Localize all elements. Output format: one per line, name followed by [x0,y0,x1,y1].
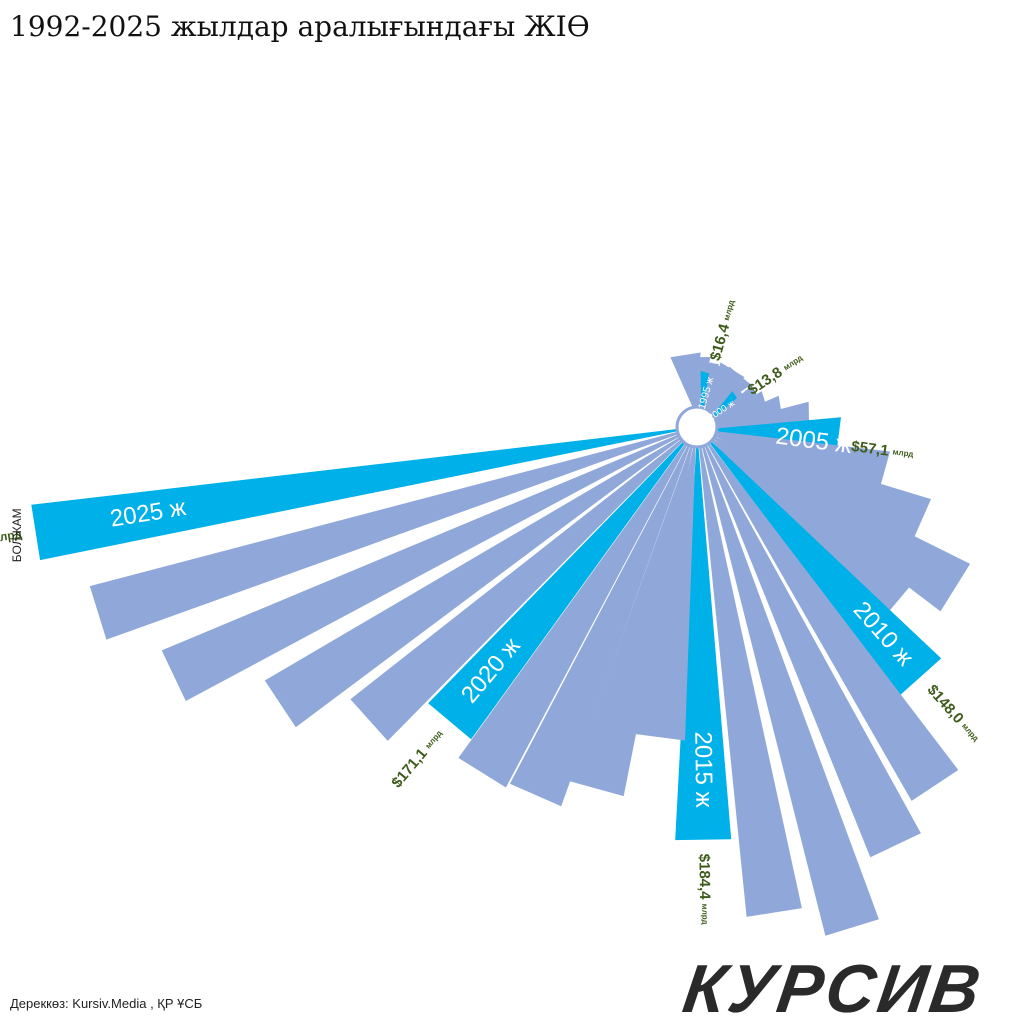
value-text-2000: $13,8 млрд [745,350,806,399]
bar-2010 [709,441,942,696]
chart-hub [675,405,719,449]
bar-2025 [31,429,678,561]
forecast-label: БОЛЖАМ [10,508,24,562]
bar-2022 [264,437,681,728]
bar-2023 [161,434,680,701]
value-label-2000: $13,8 млрд [745,350,806,399]
bar-label-2015: 2015 ж [689,731,717,808]
value-text-2025: $305,0 млрд [0,521,24,562]
value-label-2010: $148,0 млрд [924,681,984,745]
bar-2021 [350,439,683,741]
value-label-1995: $16,4 млрд [707,298,740,363]
bar-2011 [707,443,959,801]
bar-2015 [675,447,732,841]
bar-2020 [428,441,686,740]
bar-2012 [704,444,921,858]
bar-2008 [713,436,971,612]
value-text-2020: $171,1 млрд [388,726,447,791]
page-title: 1992-2025 жылдар аралығындағы ЖІӨ [10,10,590,43]
value-label-2025: $305,0 млрд [0,521,24,562]
value-text-2015: $184,4 млрд [695,854,713,925]
bar-2009 [711,439,919,620]
value-label-2020: $171,1 млрд [388,726,447,791]
value-text-2005: $57,1 млрд [850,438,914,463]
bar-2024 [89,431,679,640]
bars-group [31,352,971,936]
kursiv-logo: КУРСИВ [678,951,988,1027]
bar-2017 [569,446,693,797]
value-text-1995: $16,4 млрд [707,298,740,363]
value-text-2010: $148,0 млрд [924,681,984,745]
bar-2013 [701,445,879,936]
bar-2019 [458,443,688,788]
bar-2018 [509,444,691,807]
value-label-2005: $57,1 млрд [850,438,914,463]
bar-2014 [699,446,802,917]
value-label-2015: $184,4 млрд [695,854,713,925]
source-note: Дереккөз: Kursiv.Media , ҚР ҰСБ [10,996,203,1011]
